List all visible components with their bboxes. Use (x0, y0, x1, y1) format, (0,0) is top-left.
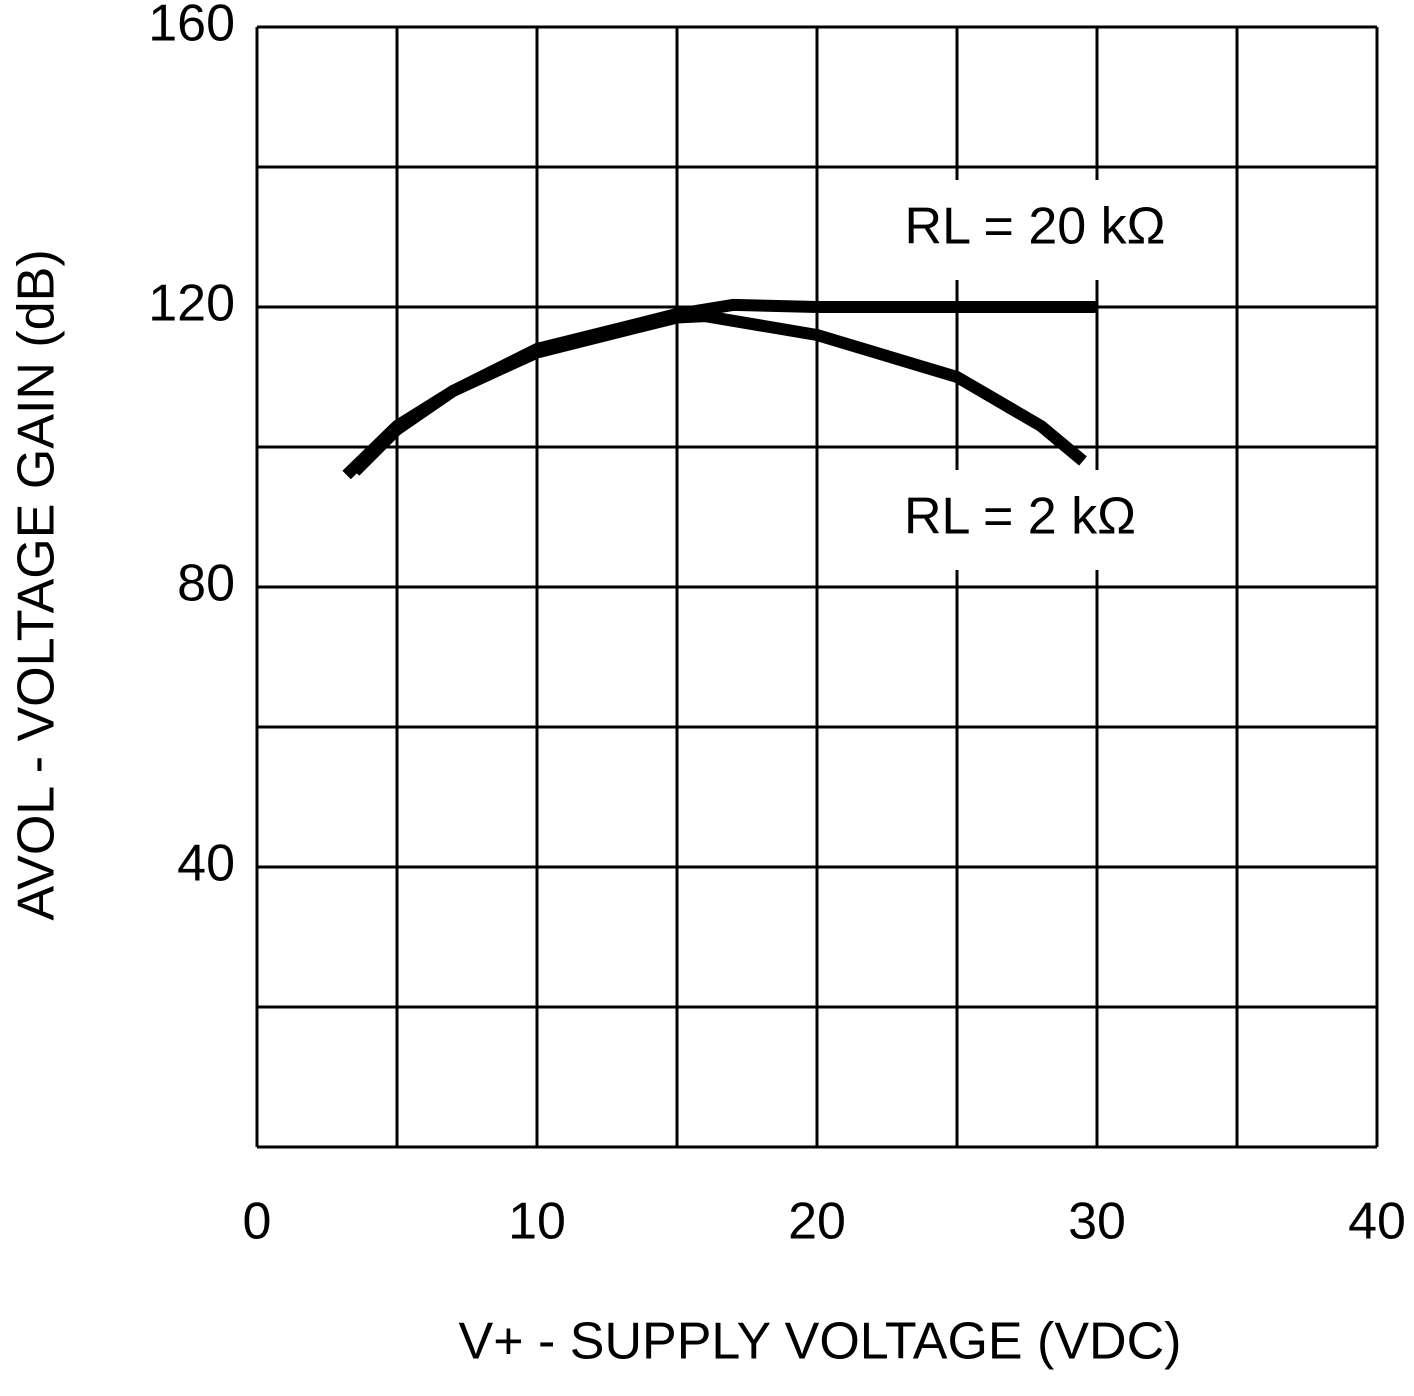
x-tick-label: 0 (243, 1193, 272, 1251)
y-axis-title: AVOL - VOLTAGE GAIN (dB) (8, 249, 66, 920)
label-background (855, 180, 1215, 280)
x-axis-title: V+ - SUPPLY VOLTAGE (VDC) (459, 1313, 1182, 1371)
x-tick-label: 20 (788, 1193, 846, 1251)
y-tick-label: 120 (148, 275, 235, 333)
y-tick-label: 160 (148, 0, 235, 53)
series-label: RL = 20 kΩ (905, 198, 1166, 256)
x-tick-label: 30 (1068, 1193, 1126, 1251)
line (350, 310, 1087, 476)
y-tick-label: 80 (177, 555, 235, 613)
series-label: RL = 2 kΩ (904, 488, 1136, 546)
x-tick-label: 40 (1348, 1193, 1406, 1251)
x-tick-label: 10 (508, 1193, 566, 1251)
label-background (860, 470, 1180, 570)
y-tick-label: 40 (177, 835, 235, 893)
